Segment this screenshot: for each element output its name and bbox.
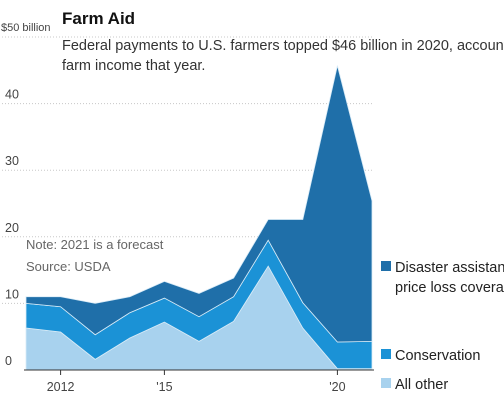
y-tick-label: 20 (5, 221, 19, 235)
chart-subtitle-line2: farm income that year. (62, 58, 205, 74)
y-tick-labels: 0 10 20 30 40 (5, 88, 19, 368)
y-tick-label: 40 (5, 88, 19, 102)
y-tick-label: 10 (5, 287, 19, 301)
x-tick-label: 2012 (47, 380, 75, 394)
chart-title: Farm Aid (62, 9, 135, 28)
legend-swatch-other (381, 378, 391, 388)
legend-label-conservation: Conservation (395, 348, 480, 364)
legend-swatch-disaster (381, 261, 391, 271)
legend-swatch-conservation (381, 349, 391, 359)
legend-label-other: All other (395, 377, 448, 393)
x-tick-label: '15 (156, 380, 172, 394)
legend-label-disaster-line1: Disaster assistance, (395, 260, 504, 276)
y-tick-label: 30 (5, 154, 19, 168)
stacked-areas (25, 65, 373, 371)
chart-subtitle-line1: Federal payments to U.S. farmers topped … (62, 38, 504, 54)
y-tick-label: 0 (5, 354, 12, 368)
area-disaster-assistance-price-loss-coverage (25, 65, 373, 343)
note-source: Source: USDA (26, 259, 111, 274)
legend-label-disaster-line2: price loss coverage (395, 280, 504, 296)
x-tick-labels: 2012 '15 '20 (47, 370, 346, 394)
x-tick-label: '20 (329, 380, 345, 394)
y-unit-label: $50 billion (1, 22, 51, 34)
note-forecast: Note: 2021 is a forecast (26, 237, 164, 252)
legend: Disaster assistance, price loss coverage… (381, 260, 504, 393)
